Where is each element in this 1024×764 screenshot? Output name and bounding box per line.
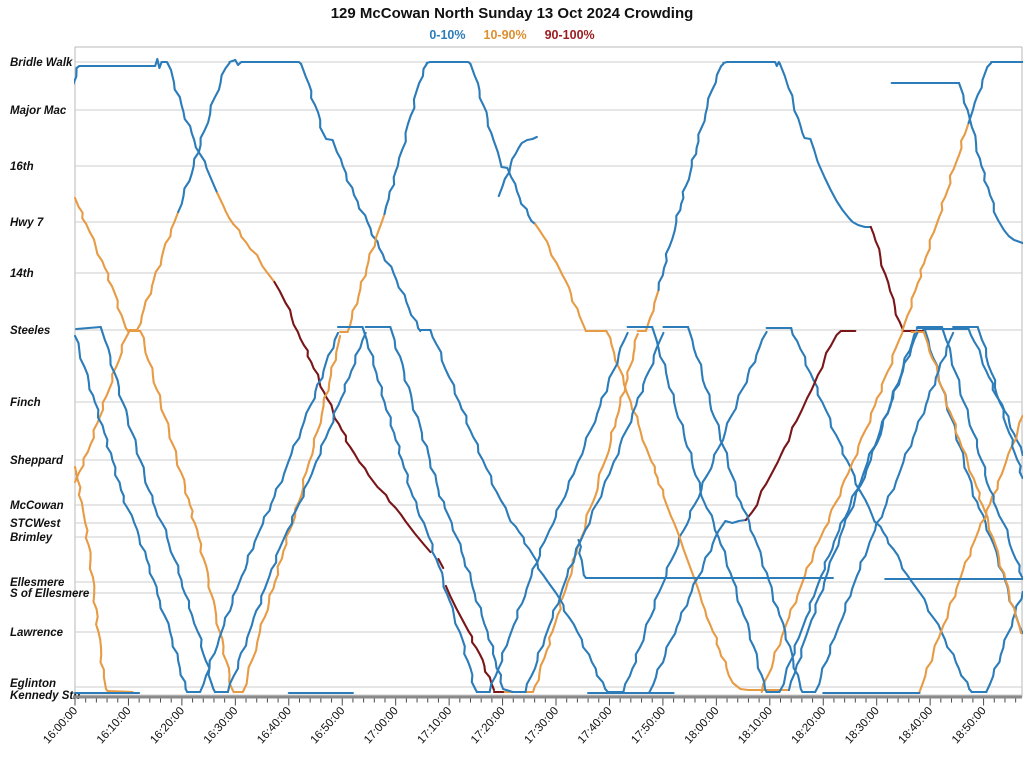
trip-segment-mid — [241, 334, 342, 694]
trip-segment-low — [389, 325, 514, 694]
trip-lines-group — [74, 57, 1023, 695]
legend-item-low: 0-10% — [429, 28, 466, 42]
trip-segment-low — [469, 62, 537, 226]
trip-segment-mid — [534, 222, 587, 333]
x-axis-label: 17:20:00 — [469, 705, 508, 746]
x-axis-label: 17:30:00 — [522, 705, 561, 746]
trip-segment-mid — [531, 332, 639, 694]
trip-segment-low — [648, 518, 747, 694]
trip-segment-low — [74, 334, 189, 694]
trip-segment-low — [166, 62, 219, 195]
trip-segment-mid — [74, 196, 129, 333]
trip-segment-mid — [74, 465, 109, 693]
trip-segment-low — [488, 331, 629, 694]
trip-segment-low — [976, 325, 1023, 480]
x-axis-label: 16:00:00 — [41, 705, 80, 746]
trip-segment-low — [622, 330, 768, 694]
trip-segment-low — [300, 62, 422, 333]
legend-item-mid: 10-90% — [483, 28, 527, 42]
trip-segment-low — [361, 325, 478, 694]
x-axis-label: 18:20:00 — [790, 705, 829, 746]
station-label: 14th — [10, 268, 34, 280]
station-label: Lawrence — [10, 627, 64, 639]
trip-segment-low — [957, 81, 1023, 245]
trip-segment-high — [869, 225, 905, 333]
x-axis-label: 18:40:00 — [896, 705, 935, 746]
station-label: Bridle Walk — [10, 57, 73, 69]
x-axis-label: 18:30:00 — [843, 705, 882, 746]
legend: 0-10% 10-90% 90-100% — [0, 28, 1024, 42]
chart-title: 129 McCowan North Sunday 13 Oct 2024 Cro… — [330, 5, 694, 22]
legend-item-high: 90-100% — [544, 28, 595, 42]
trip-segment-high — [273, 280, 432, 554]
trip-segment-mid — [74, 330, 131, 484]
trip-segment-low — [177, 61, 231, 214]
trip-segment-low — [425, 60, 472, 66]
trip-segment-low — [778, 331, 919, 694]
x-axis-label: 17:50:00 — [629, 705, 668, 746]
trip-segment-low — [657, 62, 725, 292]
trip-segment-low — [429, 328, 609, 694]
x-axis-label: 17:10:00 — [415, 705, 454, 746]
trip-segment-mid — [605, 329, 754, 692]
trip-segment-low — [75, 325, 102, 331]
trip-segment-low — [722, 60, 782, 68]
x-axis-label: 17:00:00 — [362, 705, 401, 746]
x-axis-label: 16:30:00 — [202, 705, 241, 746]
station-label: Finch — [10, 397, 41, 409]
station-label: STCWest — [10, 518, 61, 530]
trip-segment-low — [383, 62, 428, 216]
station-label: Sheppard — [10, 455, 64, 467]
x-axis-label: 16:20:00 — [148, 705, 187, 746]
trip-segment-low — [790, 326, 973, 694]
x-axis-label: 16:10:00 — [95, 705, 134, 746]
trip-segment-low — [228, 58, 303, 67]
trip-segment-low — [74, 57, 170, 86]
trip-segment-low — [226, 331, 367, 694]
station-label: Hwy 7 — [10, 217, 44, 229]
trip-segment-low — [967, 61, 993, 125]
station-label: McCowan — [10, 500, 64, 512]
trip-segment-low — [940, 325, 1023, 580]
trip-segment-low — [99, 325, 217, 694]
trip-segment-high — [444, 584, 496, 692]
trip-segment-mid — [346, 212, 386, 334]
trip-segment-low — [985, 590, 1023, 694]
trip-segment-low — [686, 325, 804, 694]
station-label: Steeles — [10, 325, 50, 337]
x-axis-label: 18:00:00 — [683, 705, 722, 746]
station-label: Major Mac — [10, 105, 67, 117]
trip-segment-mid — [106, 689, 134, 694]
trip-segment-high — [744, 329, 857, 522]
station-label: S of Ellesmere — [10, 588, 90, 600]
trip-segment-low — [967, 327, 1023, 457]
x-axis-label: 18:50:00 — [950, 705, 989, 746]
x-axis-label: 18:10:00 — [736, 705, 775, 746]
trip-segment-mid — [918, 414, 1023, 694]
trip-segment-high — [437, 557, 445, 570]
trip-segment-low — [778, 62, 872, 229]
trip-segment-mid — [644, 288, 660, 333]
trip-segment-low — [577, 538, 834, 580]
trip-segment-low — [199, 331, 340, 694]
trip-segment-mid — [216, 191, 276, 284]
station-label: Ellesmere — [10, 577, 65, 589]
station-label: Eglinton — [10, 678, 56, 690]
station-label: Kennedy Stn — [10, 690, 80, 702]
x-axis-label: 16:40:00 — [255, 705, 294, 746]
trip-segment-mid — [760, 331, 904, 694]
x-axis-label: 16:50:00 — [309, 705, 348, 746]
trip-segment-low — [524, 331, 665, 694]
trip-segment-low — [787, 328, 918, 692]
x-axis-label: 17:40:00 — [576, 705, 615, 746]
station-label: Brimley — [10, 532, 53, 544]
trip-segment-mid — [135, 210, 180, 332]
trip-segment-mid — [901, 121, 970, 333]
trip-segment-low — [814, 331, 955, 694]
station-label: 16th — [10, 161, 34, 173]
trip-segment-low — [651, 325, 768, 694]
trip-segment-low — [497, 135, 538, 198]
